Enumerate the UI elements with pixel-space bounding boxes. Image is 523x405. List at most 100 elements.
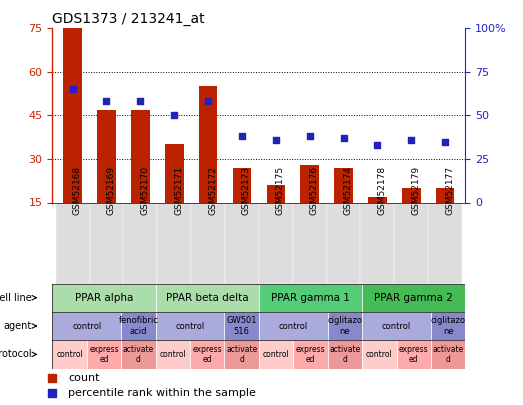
Text: protocol: protocol bbox=[0, 350, 31, 359]
Bar bbox=[233, 168, 251, 202]
Text: fenofibric
acid: fenofibric acid bbox=[118, 316, 158, 336]
Bar bbox=[362, 340, 396, 369]
Bar bbox=[156, 340, 190, 369]
Bar bbox=[362, 312, 431, 340]
Bar bbox=[293, 340, 328, 369]
Bar bbox=[52, 284, 156, 312]
Bar bbox=[52, 312, 121, 340]
Text: PPAR gamma 1: PPAR gamma 1 bbox=[271, 293, 350, 303]
Point bbox=[103, 98, 111, 105]
Bar bbox=[63, 28, 82, 202]
Point bbox=[238, 133, 246, 140]
Bar bbox=[225, 202, 259, 284]
Bar bbox=[165, 145, 184, 202]
Bar bbox=[52, 340, 87, 369]
Bar bbox=[190, 340, 224, 369]
Bar bbox=[293, 202, 327, 284]
Text: ciglitazo
ne: ciglitazo ne bbox=[431, 316, 466, 336]
Bar bbox=[428, 202, 462, 284]
Text: control: control bbox=[175, 322, 204, 330]
Point bbox=[373, 142, 382, 148]
Text: control: control bbox=[160, 350, 186, 359]
Text: activate
d: activate d bbox=[226, 345, 257, 364]
Text: GSM52176: GSM52176 bbox=[310, 166, 319, 215]
Text: GSM52175: GSM52175 bbox=[276, 166, 285, 215]
Bar bbox=[394, 202, 428, 284]
Point bbox=[69, 86, 77, 93]
Text: PPAR gamma 2: PPAR gamma 2 bbox=[374, 293, 453, 303]
Text: GSM52177: GSM52177 bbox=[445, 166, 454, 215]
Point bbox=[305, 133, 314, 140]
Text: ciglitazo
ne: ciglitazo ne bbox=[327, 316, 362, 336]
Text: activate
d: activate d bbox=[329, 345, 360, 364]
Text: express
ed: express ed bbox=[192, 345, 222, 364]
Text: activate
d: activate d bbox=[433, 345, 464, 364]
Bar bbox=[362, 284, 465, 312]
Text: GSM52168: GSM52168 bbox=[73, 166, 82, 215]
Bar bbox=[121, 312, 156, 340]
Bar bbox=[259, 202, 293, 284]
Bar bbox=[156, 284, 259, 312]
Text: GSM52179: GSM52179 bbox=[411, 166, 420, 215]
Point bbox=[170, 112, 178, 119]
Text: express
ed: express ed bbox=[89, 345, 119, 364]
Bar bbox=[156, 312, 224, 340]
Text: count: count bbox=[68, 373, 99, 383]
Text: GDS1373 / 213241_at: GDS1373 / 213241_at bbox=[52, 12, 205, 26]
Point bbox=[271, 136, 280, 143]
Bar bbox=[368, 197, 386, 202]
Bar bbox=[199, 86, 218, 202]
Text: PPAR beta delta: PPAR beta delta bbox=[166, 293, 248, 303]
Bar bbox=[191, 202, 225, 284]
Bar bbox=[328, 340, 362, 369]
Point bbox=[441, 139, 449, 145]
Bar bbox=[402, 188, 420, 202]
Point bbox=[339, 135, 348, 141]
Bar bbox=[259, 340, 293, 369]
Text: agent: agent bbox=[3, 321, 31, 331]
Point bbox=[136, 98, 144, 105]
Text: control: control bbox=[263, 350, 289, 359]
Text: GW501
516: GW501 516 bbox=[226, 316, 257, 336]
Text: control: control bbox=[72, 322, 101, 330]
Bar bbox=[360, 202, 394, 284]
Text: express
ed: express ed bbox=[399, 345, 429, 364]
Text: GSM52169: GSM52169 bbox=[107, 166, 116, 215]
Bar bbox=[396, 340, 431, 369]
Text: GSM52173: GSM52173 bbox=[242, 166, 251, 215]
Bar bbox=[89, 202, 123, 284]
Bar bbox=[224, 312, 259, 340]
Bar bbox=[334, 168, 353, 202]
Bar bbox=[97, 110, 116, 202]
Text: control: control bbox=[56, 350, 83, 359]
Text: percentile rank within the sample: percentile rank within the sample bbox=[68, 388, 256, 398]
Text: GSM52170: GSM52170 bbox=[140, 166, 150, 215]
Bar bbox=[131, 110, 150, 202]
Bar bbox=[328, 312, 362, 340]
Bar bbox=[259, 284, 362, 312]
Text: GSM52178: GSM52178 bbox=[378, 166, 386, 215]
Bar bbox=[87, 340, 121, 369]
Text: GSM52174: GSM52174 bbox=[344, 166, 353, 215]
Bar bbox=[300, 165, 319, 202]
Point bbox=[407, 136, 415, 143]
Point bbox=[204, 98, 212, 105]
Bar bbox=[157, 202, 191, 284]
Text: activate
d: activate d bbox=[123, 345, 154, 364]
Bar bbox=[436, 188, 454, 202]
Bar bbox=[267, 185, 285, 202]
Text: PPAR alpha: PPAR alpha bbox=[75, 293, 133, 303]
Text: express
ed: express ed bbox=[295, 345, 325, 364]
Bar bbox=[55, 202, 89, 284]
Bar bbox=[327, 202, 360, 284]
Bar bbox=[224, 340, 259, 369]
Bar bbox=[123, 202, 157, 284]
Text: control: control bbox=[366, 350, 393, 359]
Bar bbox=[121, 340, 156, 369]
Text: GSM52171: GSM52171 bbox=[174, 166, 183, 215]
Text: control: control bbox=[382, 322, 411, 330]
Text: cell line: cell line bbox=[0, 293, 31, 303]
Bar bbox=[431, 340, 465, 369]
Bar bbox=[431, 312, 465, 340]
Text: control: control bbox=[279, 322, 308, 330]
